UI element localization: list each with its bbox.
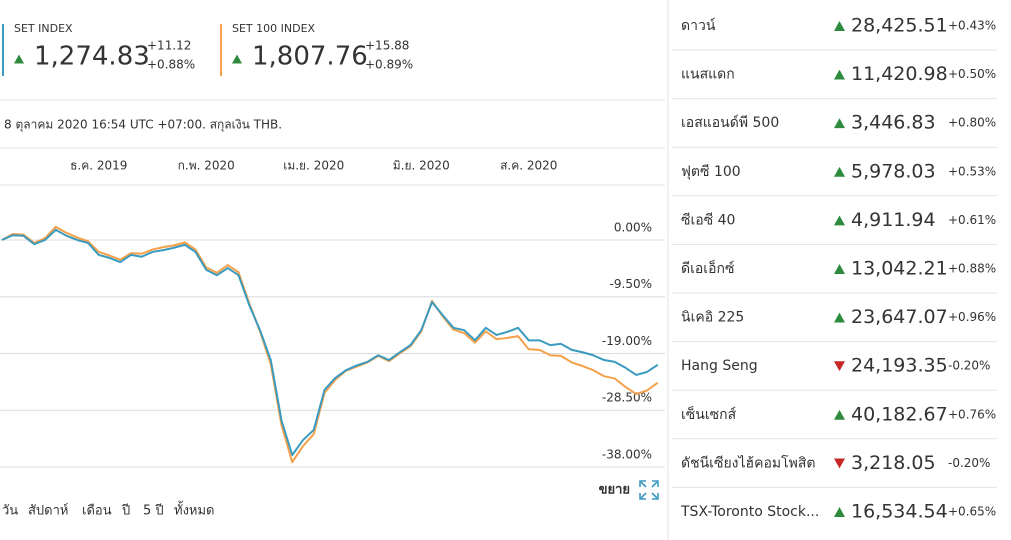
index-name: SET INDEX [14,22,73,35]
expand-label[interactable]: ขยาย [599,483,630,498]
market-change: -0.20% [948,456,990,470]
market-change: +0.53% [948,164,996,178]
period-button[interactable]: 5 ปี [143,503,164,519]
direction-arrow [834,507,845,517]
direction-arrow [834,118,845,129]
period-button[interactable]: ทั้งหมด [174,501,215,519]
direction-arrow [834,458,845,469]
direction-arrow [834,409,845,420]
direction-arrow [834,312,845,323]
market-value: 3,218.05 [851,452,936,474]
period-button[interactable]: วัน [2,504,18,519]
direction-arrow [232,54,242,64]
market-name[interactable]: เซ็นเซกส์ [681,405,737,423]
market-change: +0.61% [948,213,996,227]
market-name[interactable]: ฟุตซี 100 [681,164,741,180]
x-tick-label: ส.ค. 2020 [500,159,557,173]
market-value: 5,978.03 [851,160,936,182]
direction-arrow [834,69,845,80]
index-percent: +0.89% [365,58,413,72]
market-name[interactable]: ซีเอซี 40 [681,212,735,228]
series-line [1,225,659,464]
market-change: +0.65% [948,505,996,519]
market-change: +0.88% [948,262,996,276]
market-value: 11,420.98 [851,63,948,85]
market-value: 24,193.35 [851,355,948,377]
y-tick-label: -9.50% [610,277,652,291]
market-change: +0.80% [948,116,996,130]
direction-arrow [834,166,845,177]
direction-arrow [834,264,845,274]
market-change: +0.50% [948,67,996,81]
market-value: 28,425.51 [851,15,948,37]
timestamp: 8 ตุลาคม 2020 16:54 UTC +07:00. สกุลเงิน… [4,118,282,133]
market-change: -0.20% [948,359,990,373]
period-button[interactable]: เดือน [82,503,112,519]
direction-arrow [14,54,24,64]
x-tick-label: มิ.ย. 2020 [393,159,450,173]
expand-icon[interactable] [639,480,659,500]
market-value: 16,534.54 [851,501,948,523]
index-value: 1,274.83 [34,42,150,72]
market-name[interactable]: ดาวน์ [681,17,716,34]
x-tick-label: เม.ย. 2020 [283,159,344,173]
y-tick-label: -38.00% [602,447,652,461]
index-value: 1,807.76 [252,42,368,72]
y-tick-label: -19.00% [602,334,652,348]
x-tick-label: ธ.ค. 2019 [70,159,127,173]
y-tick-label: 0.00% [614,220,652,234]
index-change: +15.88 [365,39,409,53]
market-name[interactable]: แนสแดก [681,67,735,83]
y-tick-label: -28.50% [602,391,652,405]
index-change: +11.12 [147,39,191,53]
market-name[interactable]: เอสแอนด์พี 500 [681,114,779,131]
market-change: +0.76% [948,407,996,421]
series-line [1,228,659,457]
x-tick-label: ก.พ. 2020 [178,159,235,173]
market-name[interactable]: ดัชนีเซียงไฮ้คอมโพสิต [681,454,815,471]
market-value: 23,647.07 [851,306,948,328]
index-name: SET 100 INDEX [232,22,316,35]
market-change: +0.96% [948,310,996,324]
market-value: 3,446.83 [851,112,936,134]
direction-arrow [834,215,845,226]
period-button[interactable]: สัปดาห์ [28,503,69,519]
index-percent: +0.88% [147,58,195,72]
direction-arrow [834,21,845,31]
market-name[interactable]: TSX-Toronto Stock... [680,504,819,520]
market-value: 13,042.21 [851,258,948,280]
market-name[interactable]: ดีเอเอ็กซ์ [681,259,734,277]
market-value: 4,911.94 [851,209,936,231]
market-name[interactable]: Hang Seng [681,358,758,374]
direction-arrow [834,361,845,372]
market-name[interactable]: นิเคอิ 225 [681,310,744,326]
market-value: 40,182.67 [851,403,948,425]
period-button[interactable]: ปี [121,503,130,519]
market-change: +0.43% [948,19,996,33]
